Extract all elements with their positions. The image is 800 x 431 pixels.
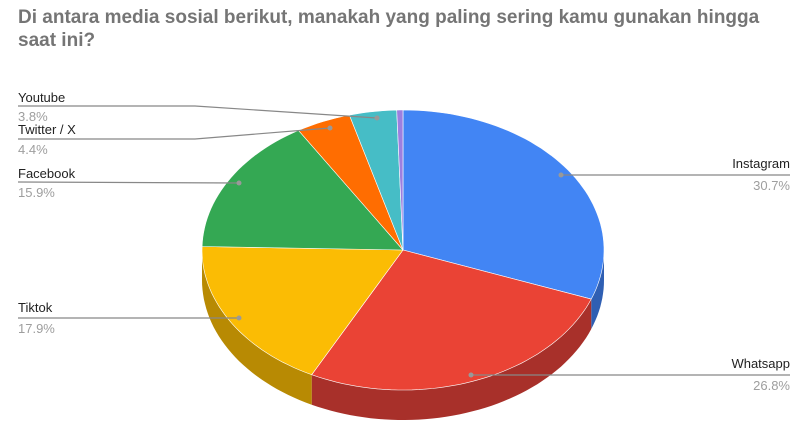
pie-slice-other [396, 109, 404, 251]
chart-title: Di antara media sosial berikut, manakah … [18, 7, 760, 51]
leader-dot-youtube [374, 115, 380, 121]
leader-dot-whatsapp [468, 372, 474, 378]
pie-slice-side-instagram [591, 250, 604, 330]
leader-line-facebook [17, 181, 240, 184]
pie-slice-whatsapp [311, 249, 592, 391]
percent-youtube: 3.8% [18, 109, 48, 124]
label-whatsapp: Whatsapp [731, 356, 790, 371]
leader-dot-tiktok [236, 315, 242, 321]
percent-tiktok: 17.9% [18, 321, 55, 336]
label-twitter-x: Twitter / X [18, 122, 76, 137]
percent-facebook: 15.9% [18, 185, 55, 200]
label-instagram: Instagram [732, 156, 790, 171]
percent-whatsapp: 26.8% [753, 378, 790, 393]
leader-dot-twitter-x [327, 125, 333, 131]
leader-dot-facebook [236, 180, 242, 186]
leader-line-twitter-x [18, 127, 331, 140]
leader-line-youtube [18, 105, 378, 119]
percent-twitter-x: 4.4% [18, 142, 48, 157]
label-tiktok: Tiktok [18, 300, 53, 315]
pie-slice-tiktok [201, 246, 404, 376]
pie-slice-facebook [201, 130, 404, 251]
pie-slice-instagram [402, 109, 605, 300]
leader-dot-instagram [558, 172, 564, 178]
pie-slice-youtube [348, 109, 404, 251]
pie-slice-side-tiktok [202, 250, 312, 405]
label-youtube: Youtube [18, 90, 65, 105]
percent-instagram: 30.7% [753, 178, 790, 193]
label-facebook: Facebook [18, 166, 76, 181]
pie-slice-side-whatsapp [311, 299, 592, 420]
